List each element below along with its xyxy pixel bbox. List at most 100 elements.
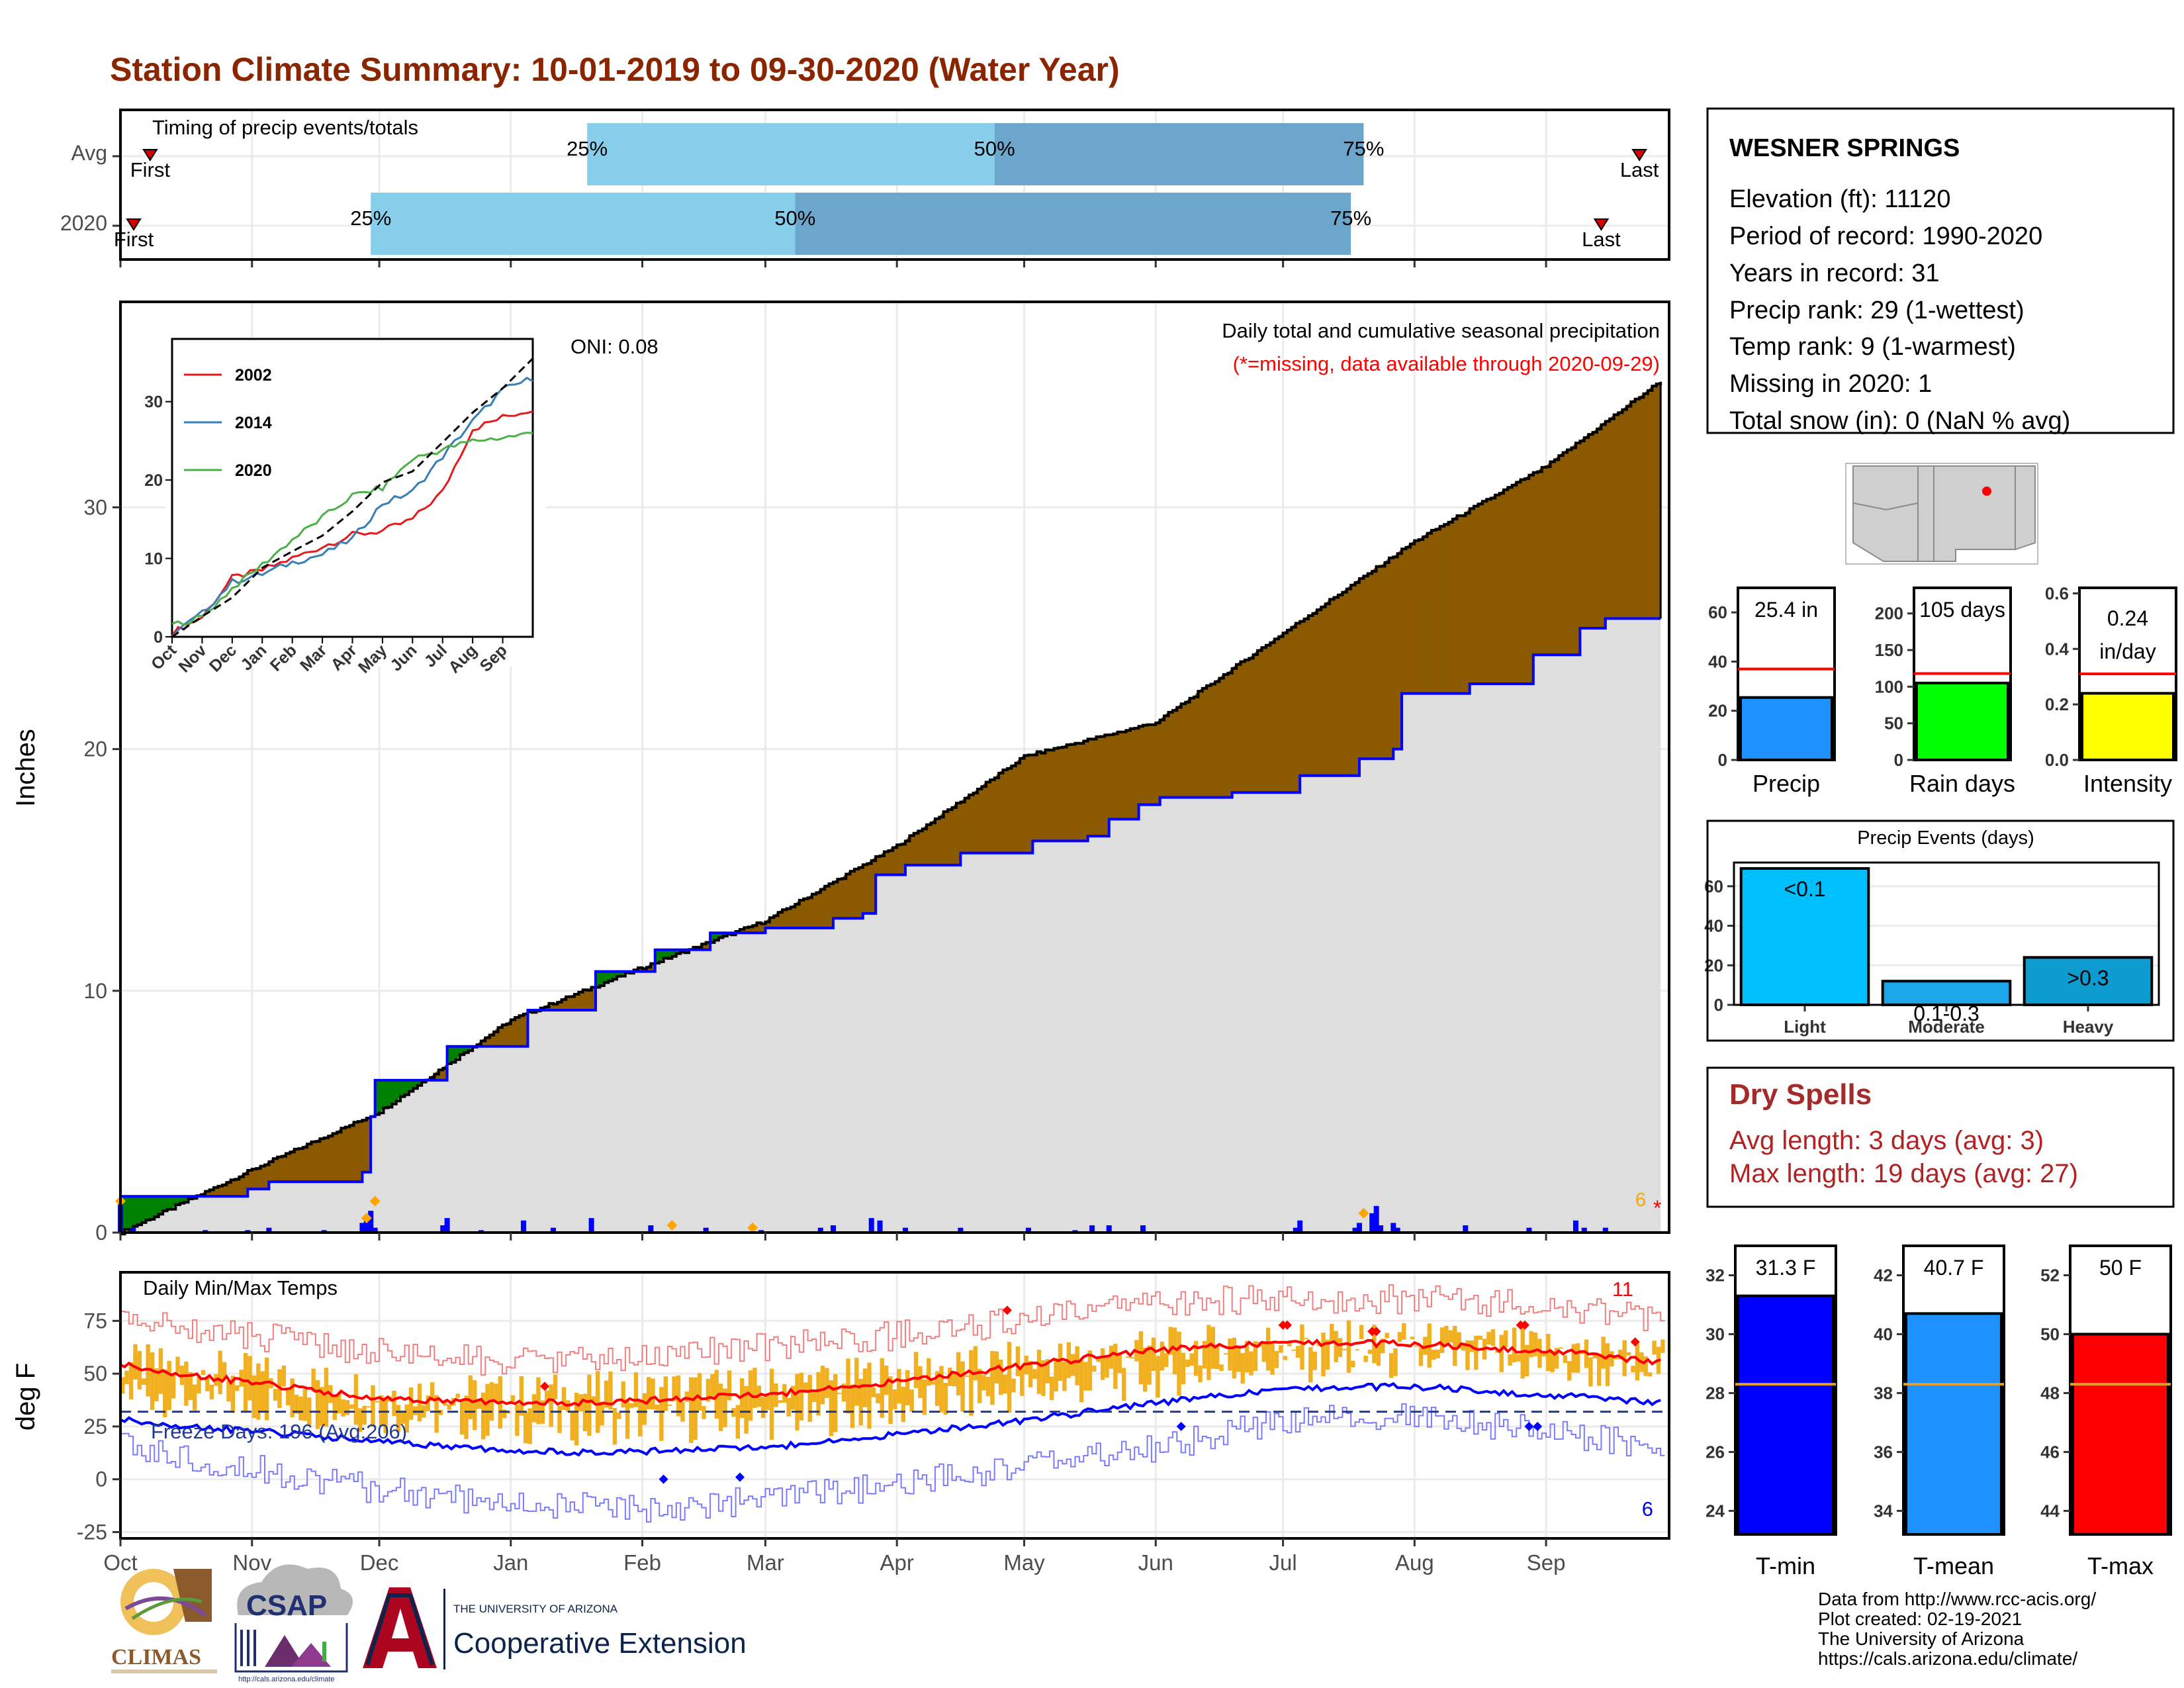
daily-temp-bar (1410, 1336, 1415, 1340)
daily-temp-bar (909, 1389, 914, 1412)
daily-temp-bar (1414, 1345, 1419, 1347)
oni-label: ONI: 0.08 (570, 335, 659, 358)
page-title: Station Climate Summary: 10-01-2019 to 0… (110, 51, 1120, 88)
daily-temp-bar (714, 1370, 719, 1419)
daily-temp-bar (353, 1374, 359, 1425)
daily-temp-bar (392, 1390, 396, 1416)
daily-temp-bar (150, 1352, 155, 1410)
precip-y-tick-label: 30 (83, 495, 107, 519)
missing-marker: * (1653, 1196, 1661, 1220)
daily-temp-bar (1265, 1327, 1271, 1371)
extreme-count-label: 6 (1635, 1190, 1646, 1211)
daily-temp-bar (625, 1399, 630, 1439)
t-max-value-label: 50 F (2099, 1256, 2142, 1280)
daily-precip-bar (1602, 1227, 1608, 1233)
daily-temp-bar (1397, 1332, 1402, 1342)
daily-precip-bar (1297, 1220, 1303, 1233)
events-category-label: Heavy (2063, 1017, 2114, 1037)
daily-temp-bar (531, 1394, 537, 1423)
daily-temp-bar (455, 1393, 460, 1398)
precip-y-tick-label: 20 (83, 737, 107, 761)
t-max-y-tick-label: 44 (2040, 1501, 2060, 1521)
daily-temp-bar (1215, 1344, 1220, 1370)
daily-temp-bar (1525, 1344, 1529, 1377)
daily-temp-bar (1342, 1348, 1347, 1350)
daily-temp-bar (209, 1384, 214, 1399)
daily-temp-bar (473, 1380, 477, 1430)
temp-panel-title: Daily Min/Max Temps (143, 1276, 338, 1299)
daily-temp-bar (1643, 1356, 1648, 1376)
daily-temp-bar (740, 1378, 745, 1419)
daily-temp-bar (133, 1344, 138, 1380)
daily-precip-bar (1293, 1227, 1298, 1233)
daily-temp-bar (128, 1362, 134, 1400)
timing-bar-25-50 (371, 193, 796, 255)
daily-temp-bar (545, 1390, 549, 1403)
daily-temp-bar (175, 1356, 180, 1373)
daily-temp-bar (205, 1378, 210, 1391)
daily-temp-bar (222, 1362, 227, 1379)
daily-temp-bar (888, 1376, 893, 1425)
daily-precip-bar (368, 1211, 374, 1233)
daily-temp-bar (1541, 1352, 1547, 1357)
daily-temp-bar (1312, 1351, 1317, 1370)
daily-precip-bar (1581, 1227, 1587, 1233)
daily-temp-bar (557, 1405, 562, 1433)
daily-temp-bar (642, 1393, 647, 1425)
daily-temp-bar (651, 1378, 655, 1409)
daily-temp-bar (1444, 1325, 1449, 1346)
daily-temp-bar (1291, 1349, 1296, 1351)
climas-logo-text: CLIMAS (111, 1645, 201, 1669)
intensity-y-tick-label: 0.2 (2045, 694, 2069, 714)
ua-logo: THE UNIVERSITY OF ARIZONA Cooperative Ex… (363, 1587, 747, 1669)
inset-y-tick-label: 20 (144, 471, 163, 490)
daily-temp-bar (413, 1406, 418, 1415)
timing-last-marker (1593, 218, 1610, 231)
daily-temp-bar (1376, 1343, 1381, 1366)
daily-precip-bar (1357, 1223, 1362, 1233)
temp-x-tick-label: Apr (880, 1550, 914, 1575)
daily-temp-bar (1512, 1327, 1517, 1363)
precip-total-value-label: 25.4 in (1754, 598, 1818, 622)
daily-temp-bar (120, 1377, 125, 1394)
timing-pct-label: 25% (567, 137, 608, 160)
daily-temp-bar (901, 1386, 906, 1423)
daily-temp-bar (1117, 1352, 1122, 1374)
rain-days-y-tick-label: 0 (1894, 750, 1903, 770)
t-min-panel: 24 26 28 30 32 31.3 F T-min (1706, 1244, 1837, 1579)
rain-days-y-tick-label: 200 (1875, 604, 1903, 624)
inset-series-average (171, 357, 534, 638)
daily-temp-bar (744, 1385, 749, 1434)
daily-temp-bar (829, 1380, 834, 1436)
climas-logo: CLIMAS (111, 1569, 217, 1673)
daily-temp-bar (438, 1409, 443, 1415)
daily-temp-bar (1130, 1357, 1135, 1359)
daily-temp-bar (973, 1346, 978, 1381)
inset-series-2014 (171, 377, 533, 637)
daily-temp-bar (990, 1350, 995, 1405)
daily-temp-bar (1151, 1337, 1156, 1371)
daily-precip-bar (1390, 1223, 1396, 1233)
daily-temp-bar (1181, 1352, 1186, 1385)
timing-first-marker (126, 218, 142, 231)
precip-panel-subtitle: (*=missing, data available through 2020-… (1233, 352, 1660, 375)
daily-temp-bar (345, 1400, 350, 1415)
timing-last-marker (1631, 149, 1647, 162)
daily-temp-bar (612, 1408, 617, 1445)
daily-precip-bar (817, 1227, 823, 1233)
daily-precip-bar (444, 1218, 450, 1233)
average-max-line (120, 1338, 1661, 1407)
daily-temp-bar (1605, 1343, 1610, 1386)
t-min-y-tick-label: 32 (1706, 1265, 1725, 1285)
temp-x-tick-label: Feb (623, 1550, 661, 1575)
daily-temp-bar (434, 1395, 439, 1433)
csap-logo-text: CSAP (246, 1589, 327, 1622)
daily-temp-bar (774, 1383, 778, 1407)
daily-temp-bar (1189, 1353, 1194, 1366)
daily-temp-bar (264, 1357, 269, 1421)
daily-temp-bar (1571, 1344, 1576, 1373)
daily-temp-bar (298, 1396, 303, 1421)
daily-temp-bar (790, 1385, 796, 1410)
daily-temp-bar (1388, 1353, 1394, 1378)
